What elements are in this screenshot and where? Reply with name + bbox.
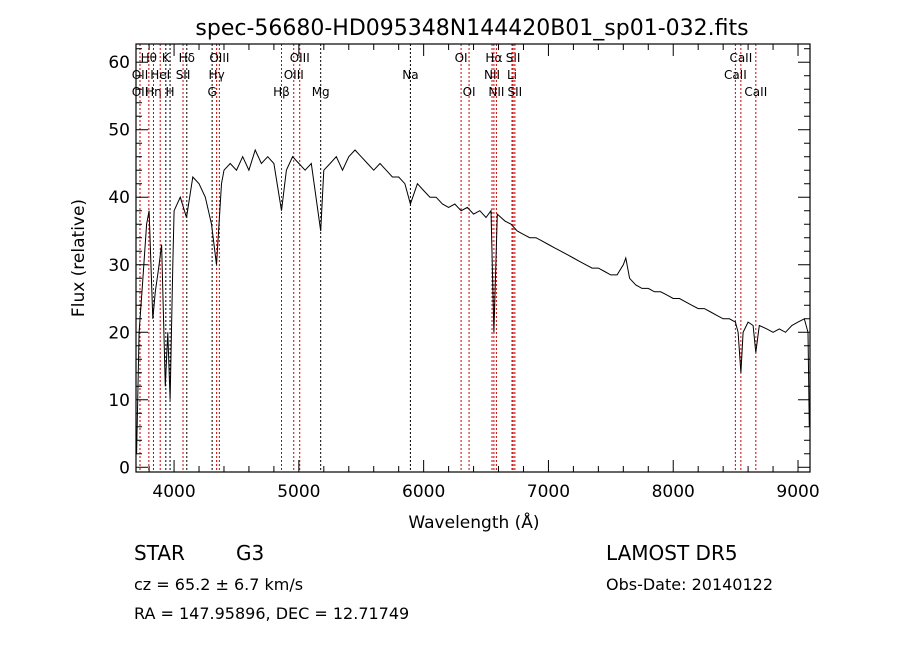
y-tick-label: 0 (119, 458, 130, 478)
x-tick-label: 4000 (152, 482, 195, 502)
y-tick-label: 20 (108, 323, 130, 343)
x-tick-label: 9000 (776, 482, 819, 502)
y-tick-label: 10 (108, 391, 130, 411)
axis-ticks: 4000 5000 6000 7000 8000 9000 0 10 20 30 40 50 60 (108, 44, 820, 502)
y-tick-label: 40 (108, 188, 130, 208)
redshift-cz: cz = 65.2 ± 6.7 km/s (134, 575, 303, 594)
line-id-label: Na (402, 68, 418, 82)
line-id-label: CaII (744, 85, 767, 99)
x-axis-label: Wavelength (Å) (408, 511, 539, 533)
line-id-label: CaII (729, 51, 752, 65)
y-tick-label: 50 (108, 121, 130, 141)
line-id-label: Li (507, 68, 517, 82)
spectrum-line (136, 148, 810, 454)
line-id-label: SII (508, 85, 523, 99)
line-id-label: OIII (209, 51, 229, 65)
plot-frame (135, 43, 811, 473)
line-id-label: SII (176, 68, 191, 82)
line-id-label: G (207, 85, 216, 99)
line-id-label: Hδ (179, 51, 195, 65)
line-id-label: Hγ (209, 68, 225, 82)
x-tick-label: 8000 (652, 482, 695, 502)
coordinates: RA = 147.95896, DEC = 12.71749 (134, 604, 409, 623)
line-id-label: Hη (145, 85, 162, 99)
x-tick-label: 5000 (277, 482, 320, 502)
line-id-label: H (166, 85, 175, 99)
y-tick-label: 60 (108, 53, 130, 73)
line-id-label: OII (132, 68, 149, 82)
line-id-label: OIII (290, 51, 310, 65)
y-axis-label: Flux (relative) (69, 199, 89, 317)
survey-name: LAMOST DR5 (606, 541, 738, 565)
x-tick-label: 7000 (527, 482, 570, 502)
line-id-label: CaII (724, 68, 747, 82)
line-id-label: HeI (150, 68, 170, 82)
line-id-label: Hα (485, 51, 502, 65)
line-id-label: SII (506, 51, 521, 65)
x-tick-label: 6000 (402, 482, 445, 502)
object-subclass: G3 (236, 541, 264, 565)
y-tick-label: 30 (108, 256, 130, 276)
line-id-label: Hθ (141, 51, 157, 65)
line-id-label: Hβ (273, 85, 290, 99)
line-id-label: OI (455, 51, 468, 65)
line-id-label: OIII (284, 68, 304, 82)
line-id-label: K (162, 51, 171, 65)
line-id-label: NII (484, 68, 500, 82)
line-id-label: Mg (312, 85, 330, 99)
line-id-label: OI (463, 85, 476, 99)
object-class: STAR (134, 541, 185, 565)
line-id-label: NII (488, 85, 504, 99)
obs-date: Obs-Date: 20140122 (606, 575, 773, 594)
chart-title: spec-56680-HD095348N144420B01_sp01-032.f… (195, 16, 748, 41)
